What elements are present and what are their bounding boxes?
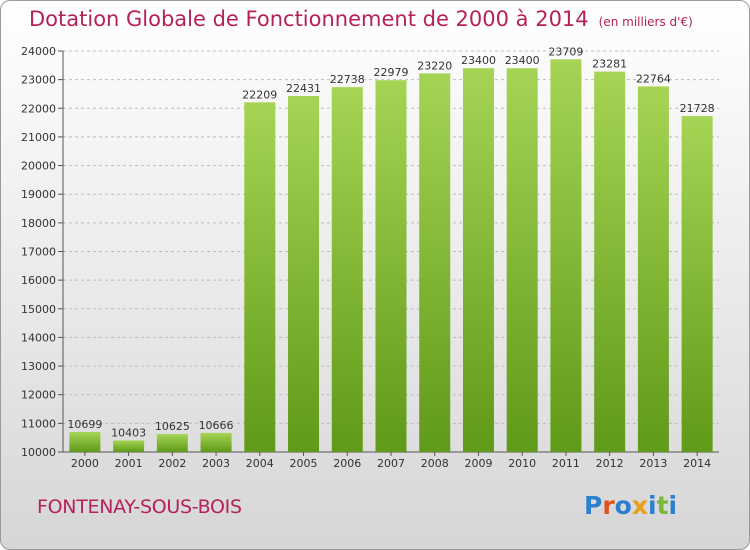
unit-label: (en milliers d'€) xyxy=(598,15,693,29)
value-label: 10666 xyxy=(199,419,234,432)
x-tick-label: 2004 xyxy=(246,457,274,470)
y-tick-label: 12000 xyxy=(21,389,56,402)
bar xyxy=(200,432,232,452)
value-label: 22764 xyxy=(636,72,671,85)
x-tick-label: 2000 xyxy=(71,457,99,470)
city-name: FONTENAY-SOUS-BOIS xyxy=(37,496,242,518)
x-tick-label: 2014 xyxy=(683,457,711,470)
y-tick-label: 22000 xyxy=(21,102,56,115)
logo-letter: x xyxy=(631,491,648,520)
value-label: 22979 xyxy=(374,66,409,79)
bar xyxy=(506,68,538,452)
x-tick-label: 2003 xyxy=(202,457,230,470)
logo-letter: r xyxy=(602,491,615,520)
logo-letter: o xyxy=(614,491,632,520)
x-tick-label: 2007 xyxy=(377,457,405,470)
y-tick-label: 19000 xyxy=(21,188,56,201)
y-tick-label: 21000 xyxy=(21,131,56,144)
y-tick-label: 11000 xyxy=(21,417,56,430)
bar xyxy=(594,71,626,453)
y-tick-label: 15000 xyxy=(21,303,56,316)
bar xyxy=(375,80,407,452)
value-label: 22209 xyxy=(242,88,277,101)
y-tick-label: 10000 xyxy=(21,446,56,459)
value-label: 23400 xyxy=(461,54,496,67)
x-tick-label: 2005 xyxy=(290,457,318,470)
chart-title: Dotation Globale de Fonctionnement de 20… xyxy=(29,7,693,31)
logo-letter: i xyxy=(648,491,657,520)
bar xyxy=(288,95,320,452)
x-tick-label: 2012 xyxy=(596,457,624,470)
bar xyxy=(156,434,188,452)
bar xyxy=(637,86,669,452)
value-label: 22738 xyxy=(330,73,365,86)
bar xyxy=(681,116,713,452)
logo-letter: P xyxy=(584,491,603,520)
y-tick-label: 20000 xyxy=(21,160,56,173)
bar xyxy=(331,87,363,453)
bar xyxy=(550,59,582,452)
proxiti-logo: Proxiti xyxy=(584,491,677,520)
logo-letter: i xyxy=(668,491,678,520)
bar xyxy=(462,68,494,452)
y-tick-label: 17000 xyxy=(21,246,56,259)
y-tick-label: 18000 xyxy=(21,217,56,230)
x-tick-label: 2001 xyxy=(115,457,143,470)
x-tick-label: 2008 xyxy=(421,457,449,470)
value-label: 22431 xyxy=(286,82,321,95)
y-tick-label: 23000 xyxy=(21,74,56,87)
value-label: 21728 xyxy=(680,102,715,115)
bar xyxy=(419,73,451,452)
x-tick-label: 2013 xyxy=(639,457,667,470)
value-label: 23220 xyxy=(417,59,452,72)
y-tick-label: 16000 xyxy=(21,274,56,287)
x-tick-label: 2002 xyxy=(158,457,186,470)
title-text: Dotation Globale de Fonctionnement de 20… xyxy=(29,7,589,31)
y-tick-label: 13000 xyxy=(21,360,56,373)
bar xyxy=(113,440,145,452)
bar xyxy=(244,102,276,453)
value-label: 10699 xyxy=(67,418,102,431)
value-label: 23709 xyxy=(548,45,583,58)
y-tick-label: 24000 xyxy=(21,45,56,58)
logo-letter: t xyxy=(656,491,669,520)
x-tick-label: 2006 xyxy=(333,457,361,470)
value-label: 10403 xyxy=(111,426,146,439)
value-label: 10625 xyxy=(155,420,190,433)
value-label: 23400 xyxy=(505,54,540,67)
bar xyxy=(69,431,101,452)
x-tick-label: 2011 xyxy=(552,457,580,470)
x-tick-label: 2010 xyxy=(508,457,536,470)
y-tick-label: 14000 xyxy=(21,331,56,344)
value-label: 23281 xyxy=(592,58,627,71)
x-tick-label: 2009 xyxy=(464,457,492,470)
